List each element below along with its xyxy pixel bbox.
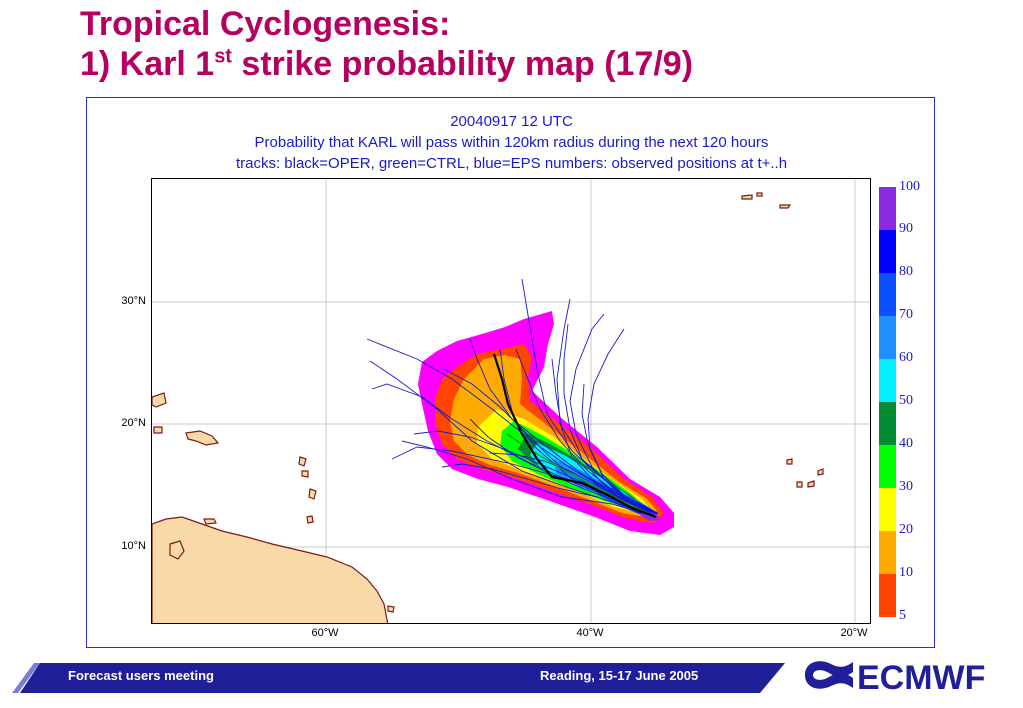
colorbar-segment-50-60 bbox=[879, 359, 896, 402]
colorbar-label-10: 10 bbox=[899, 565, 913, 580]
cape-verde-1 bbox=[786, 458, 793, 465]
footer-band bbox=[12, 663, 785, 693]
colorbar-segment-5-10 bbox=[879, 574, 896, 617]
logo-wave-mark bbox=[805, 661, 853, 689]
colorbar-label-60: 60 bbox=[899, 350, 913, 365]
eps-track bbox=[366, 338, 657, 518]
eps-track bbox=[401, 440, 657, 518]
strike-probability-map bbox=[151, 178, 871, 624]
eps-track bbox=[563, 323, 657, 518]
puerto-rico-island bbox=[152, 392, 167, 408]
map-tracks-caption: tracks: black=OPER, green=CTRL, blue=EPS… bbox=[235, 155, 788, 172]
eps-track bbox=[587, 328, 657, 518]
colorbar-segment-60-70 bbox=[879, 316, 896, 359]
azores-3 bbox=[756, 192, 763, 197]
south-america-coast bbox=[152, 516, 389, 623]
longitude-label-20w: 20°W bbox=[840, 627, 868, 639]
latitude-label-20n: 20°N bbox=[121, 417, 146, 429]
footer-accent-stripe bbox=[12, 663, 40, 693]
map-date-caption: 20040917 12 UTC bbox=[450, 113, 573, 130]
colorbar-label-5: 5 bbox=[899, 608, 906, 623]
ctrl-track bbox=[506, 433, 657, 518]
slide-title: Tropical Cyclogenesis: 1) Karl 1st strik… bbox=[80, 4, 693, 84]
ecmwf-logo: ECMWF bbox=[805, 659, 985, 697]
eps-track bbox=[441, 463, 657, 518]
cape-verde-4 bbox=[807, 480, 815, 488]
colorbar-segment-10-20 bbox=[879, 531, 896, 574]
colorbar-segment-20-30 bbox=[879, 488, 896, 531]
azores-1 bbox=[741, 194, 753, 200]
footer-location-date: Reading, 15-17 June 2005 bbox=[540, 668, 699, 683]
island-g bbox=[387, 605, 395, 613]
colorbar-label-20: 20 bbox=[899, 522, 913, 537]
azores-2 bbox=[779, 204, 792, 209]
colorbar-label-30: 30 bbox=[899, 479, 913, 494]
island-f bbox=[203, 518, 217, 525]
colorbar-label-70: 70 bbox=[899, 307, 913, 322]
island-c bbox=[301, 470, 309, 478]
eps-track bbox=[489, 452, 657, 518]
island-b bbox=[298, 456, 307, 467]
title-line-1: Tropical Cyclogenesis: bbox=[80, 5, 451, 43]
title-line-2-main: 1) Karl 1 bbox=[80, 45, 215, 83]
colorbar-segment-70-80 bbox=[879, 273, 896, 316]
island-d bbox=[308, 488, 317, 500]
colorbar-label-90: 90 bbox=[899, 221, 913, 236]
colorbar-segment-40-50 bbox=[879, 402, 896, 445]
colorbar-segment-30-40 bbox=[879, 445, 896, 488]
colorbar-segment-90-100 bbox=[879, 187, 896, 230]
colorbar-label-80: 80 bbox=[899, 264, 913, 279]
eps-track bbox=[556, 298, 657, 518]
cape-verde-3 bbox=[796, 481, 803, 488]
latitude-label-30n: 30°N bbox=[121, 295, 146, 307]
oper-track bbox=[492, 353, 657, 519]
title-line-2-rest: strike probability map (17/9) bbox=[231, 45, 694, 83]
footer-band-shape bbox=[20, 663, 785, 693]
island-e bbox=[306, 515, 314, 524]
island-a bbox=[153, 426, 163, 434]
colorbar-label-40: 40 bbox=[899, 436, 913, 451]
latitude-label-10n: 10°N bbox=[121, 540, 146, 552]
map-probability-caption: Probability that KARL will pass within 1… bbox=[254, 134, 769, 151]
title-line-2-superscript: st bbox=[214, 45, 232, 68]
logo-wordmark: ECMWF bbox=[857, 659, 985, 697]
land-masses bbox=[152, 192, 824, 623]
footer-event-name: Forecast users meeting bbox=[68, 668, 214, 683]
cape-verde-2 bbox=[817, 468, 824, 476]
trinidad-island bbox=[169, 540, 185, 560]
colorbar-segment-80-90 bbox=[879, 230, 896, 273]
longitude-label-40w: 40°W bbox=[576, 627, 604, 639]
colorbar-label-100: 100 bbox=[899, 179, 920, 194]
eps-track bbox=[569, 313, 657, 518]
probability-shading bbox=[418, 311, 674, 535]
virgin-islands bbox=[185, 430, 220, 446]
longitude-label-60w: 60°W bbox=[311, 627, 339, 639]
eps-track bbox=[515, 348, 657, 518]
colorbar-label-50: 50 bbox=[899, 393, 913, 408]
